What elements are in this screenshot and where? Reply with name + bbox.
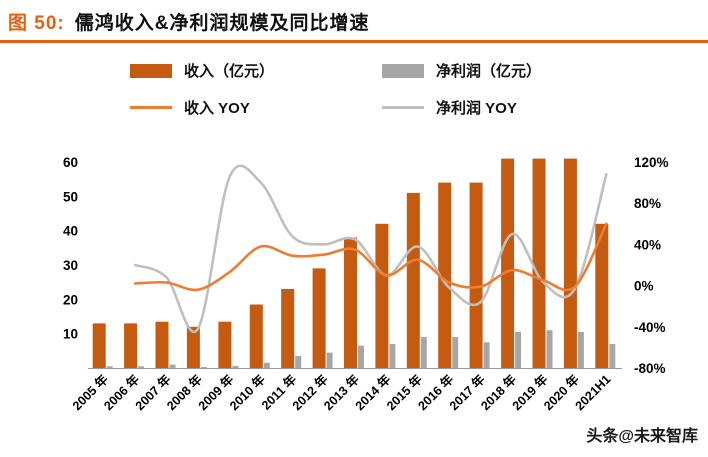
netprofit-bar <box>200 367 207 368</box>
netprofit-yoy-line-swatch <box>382 106 424 109</box>
legend-label-revenue-yoy: 收入 YOY <box>184 100 250 117</box>
page-title: 儒鸿收入&净利润规模及同比增速 <box>74 13 370 34</box>
legend-item-netprofit-yoy[interactable]: 净利润 YOY <box>382 97 578 118</box>
revenue-bar <box>249 304 263 368</box>
revenue-bar <box>563 158 577 368</box>
left-axis-tick: 30 <box>63 258 78 273</box>
revenue-bar <box>312 268 326 368</box>
revenue-bar <box>501 158 515 368</box>
right-axis-tick: -40% <box>634 320 666 335</box>
left-axis-tick: 10 <box>63 327 78 342</box>
left-axis-tick: 40 <box>63 224 78 239</box>
revenue-bar <box>469 182 483 368</box>
figure-header: 图 50: 儒鸿收入&净利润规模及同比增速 <box>8 8 700 35</box>
netprofit-bar <box>106 366 113 368</box>
right-axis-tick: 80% <box>634 196 661 211</box>
x-axis-label: 2021H1 <box>573 372 614 413</box>
right-axis-tick: 120% <box>634 155 669 170</box>
netprofit-bar <box>358 345 364 368</box>
revenue-bar <box>532 158 546 368</box>
netprofit-bar <box>515 331 522 368</box>
netprofit-bar <box>326 352 333 368</box>
legend-row-bars: 收入（亿元） 净利润（亿元） <box>130 60 578 81</box>
netprofit-bar <box>546 330 553 368</box>
revenue-bar <box>281 289 295 368</box>
chart-area: 10 20 30 40 50 60 -80% -40% 0% 40% 80% 120% 2005 年 20… <box>0 130 708 452</box>
legend-item-revenue-yoy[interactable]: 收入 YOY <box>130 97 326 118</box>
watermark: 头条@未来智库 <box>586 428 698 445</box>
legend-row-lines: 收入 YOY 净利润 YOY <box>130 97 578 118</box>
revenue-bar <box>124 323 138 368</box>
chart-legend: 收入（亿元） 净利润（亿元） 收入 YOY 净利润 YOY <box>0 60 708 118</box>
revenue-bar-swatch <box>130 63 172 78</box>
revenue-bar <box>438 182 452 368</box>
netprofit-bar <box>452 337 459 368</box>
revenue-bar <box>92 323 106 368</box>
legend-item-netprofit[interactable]: 净利润（亿元） <box>382 60 578 81</box>
left-axis-tick: 50 <box>63 189 78 204</box>
figure-number: 图 50: <box>8 13 65 34</box>
netprofit-bar-swatch <box>382 63 424 78</box>
netprofit-bar <box>609 344 616 368</box>
left-axis-tick: 60 <box>63 155 78 170</box>
netprofit-bar <box>389 344 396 368</box>
legend-label-netprofit: 净利润（亿元） <box>436 63 542 80</box>
revenue-bar <box>406 192 420 368</box>
netprofit-bar <box>577 331 584 368</box>
netprofit-bar <box>295 356 302 368</box>
right-axis-tick: 40% <box>634 237 661 252</box>
revenue-yoy-line-swatch <box>130 106 172 109</box>
legend-item-revenue[interactable]: 收入（亿元） <box>130 60 326 81</box>
netprofit-bar <box>263 362 270 368</box>
netprofit-bar <box>169 364 176 368</box>
header-divider <box>0 40 708 43</box>
legend-label-netprofit-yoy: 净利润 YOY <box>436 100 517 117</box>
legend-label-revenue: 收入（亿元） <box>184 63 275 80</box>
right-axis-tick: -80% <box>634 361 666 376</box>
revenue-bar <box>186 326 200 368</box>
revenue-bar <box>218 321 232 368</box>
netprofit-bar <box>232 365 239 368</box>
revenue-bar <box>375 223 389 368</box>
netprofit-bar <box>483 342 490 369</box>
netprofit-yoy-line <box>133 164 608 334</box>
revenue-bar <box>344 237 357 368</box>
netprofit-bar <box>138 366 145 368</box>
netprofit-bar <box>420 337 427 368</box>
revenue-bar <box>595 223 609 368</box>
revenue-bar <box>155 321 169 368</box>
left-axis-tick: 20 <box>63 292 78 307</box>
revenue-yoy-line <box>133 222 608 292</box>
right-axis-tick: 0% <box>634 279 654 294</box>
